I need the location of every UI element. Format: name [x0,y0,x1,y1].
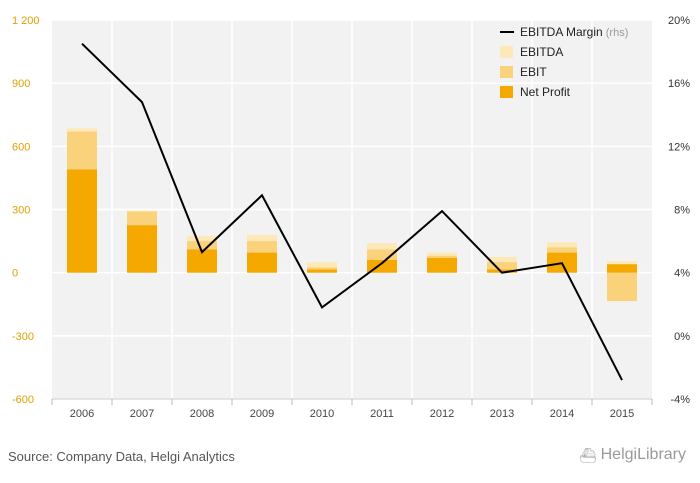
y-tick-label-right: 8% [674,205,690,217]
bar-ebit [607,272,637,302]
legend-label: EBIT [520,65,547,79]
line-ebitda-margin [81,42,623,381]
source-note: Source: Company Data, Helgi Analytics [8,449,235,464]
y-tick-label-left: 1 200 [12,15,40,27]
y-tick-label-left: -600 [12,394,34,406]
y-tick-label-left: 300 [12,205,30,217]
legend-label: Net Profit [520,85,571,99]
legend-label: EBITDA [520,45,563,59]
bar-net-profit [427,257,457,273]
bar-net-profit [127,225,157,273]
y-tick-label-right: 12% [668,141,690,153]
x-tick-label: 2013 [490,408,514,420]
x-tick-label: 2008 [190,408,214,420]
helgi-library-logo[interactable]: ⛴ HelgiLibrary [579,446,686,464]
x-tick-label: 2014 [550,408,574,420]
x-tick-label: 2006 [70,408,94,420]
bar-net-profit [487,269,517,273]
y-tick-label-right: -4% [670,394,690,406]
legend-label: EBITDA Margin (rhs) [520,25,628,39]
x-tick-label: 2009 [250,408,274,420]
bar-net-profit [187,249,217,273]
y-tick-label-right: 20% [668,15,690,27]
y-tick-label-right: 4% [674,268,690,280]
bar-net-profit [67,169,97,273]
legend-marker-box [500,86,513,98]
legend-marker-box [500,66,513,78]
x-tick-label: 2010 [310,408,334,420]
y-tick-label-left: 600 [12,141,30,153]
x-tick-label: 2011 [370,408,394,420]
bar-net-profit [607,264,637,273]
y-tick-label-left: -300 [12,331,34,343]
bar-net-profit [307,269,337,273]
bar-net-profit [247,252,277,273]
bar-ebit [487,262,517,273]
logo-text: HelgiLibrary [600,446,686,463]
ship-icon: ⛴ [578,446,597,463]
y-tick-label-left: 0 [12,268,18,280]
legend-marker-box [500,46,513,58]
legend-label-suffix: (rhs) [603,27,629,39]
x-tick-label: 2012 [430,408,454,420]
y-tick-label-right: 0% [674,331,690,343]
x-tick-label: 2007 [130,408,154,420]
y-tick-label-left: 900 [12,78,30,90]
y-tick-label-right: 16% [668,78,690,90]
x-tick-label: 2015 [610,408,634,420]
